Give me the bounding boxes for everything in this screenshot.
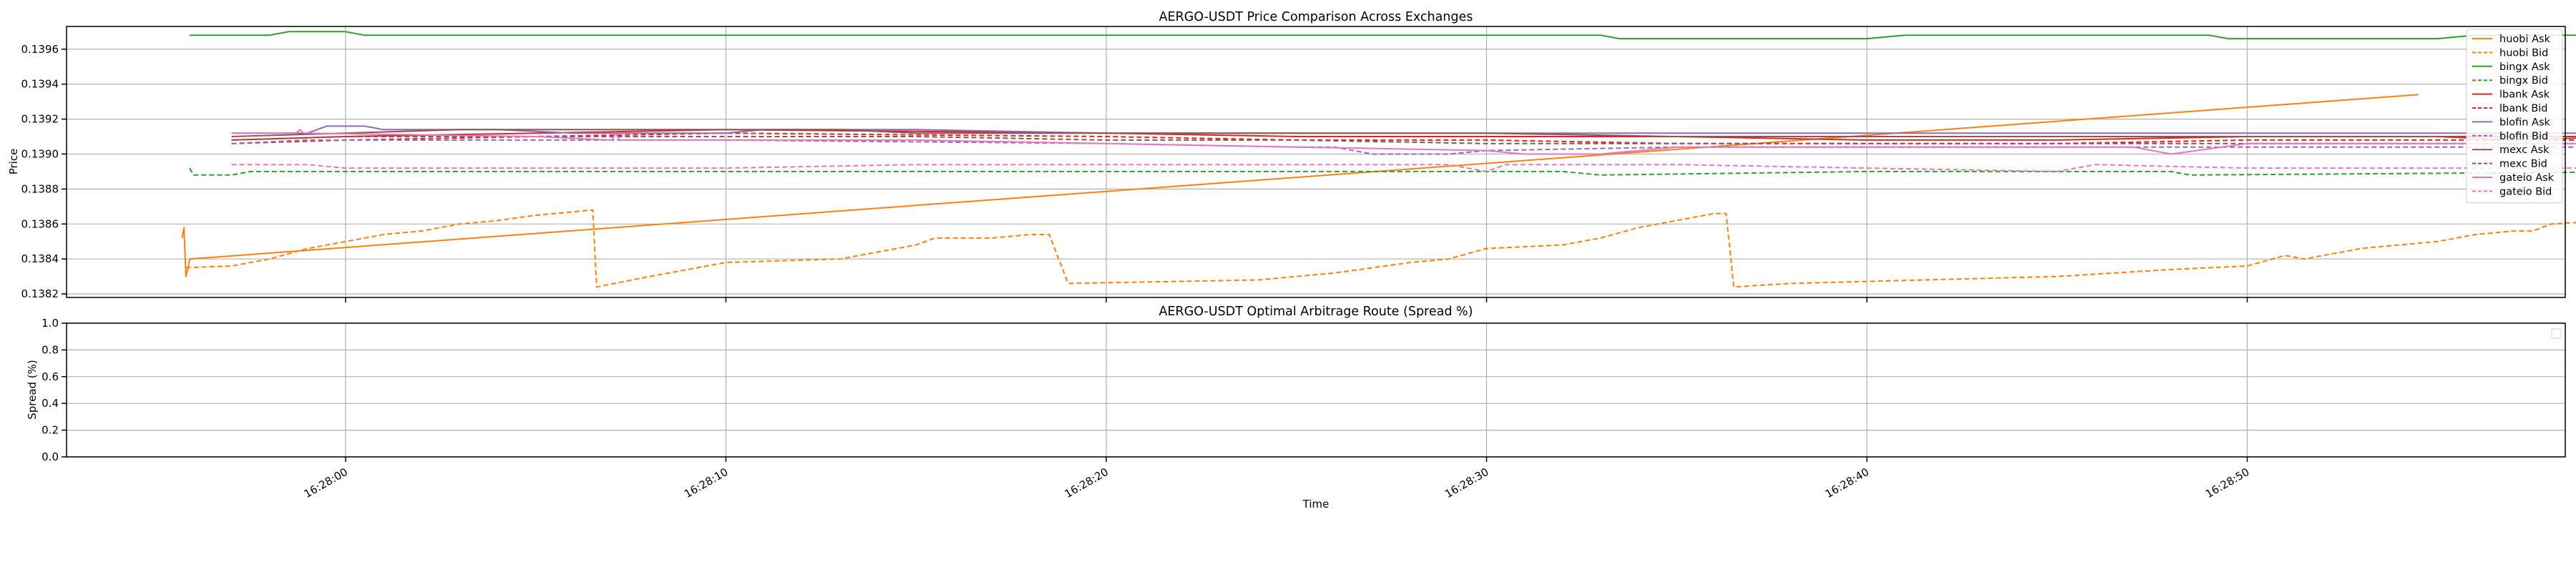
bottom-x-tick-label: 16:28:30 xyxy=(1443,465,1491,500)
top-y-tick-label: 0.1396 xyxy=(21,43,59,56)
legend-label: blofin Bid xyxy=(2499,131,2548,142)
legend-label: huobi Bid xyxy=(2499,47,2548,59)
legend-label: mexc Ask xyxy=(2499,144,2550,156)
top-y-tick-label: 0.1382 xyxy=(21,287,59,300)
legend-label: mexc Bid xyxy=(2499,159,2547,170)
legend-label: lbank Bid xyxy=(2499,103,2548,114)
series-line-huobi-ask xyxy=(181,94,2419,277)
series-line-blofin-ask xyxy=(231,125,2576,134)
legend-label: gateio Ask xyxy=(2499,172,2555,184)
top-y-tick-label: 0.1386 xyxy=(21,217,59,230)
top-grid xyxy=(67,26,2565,297)
bottom-x-tick-label: 16:28:50 xyxy=(2203,465,2251,500)
top-series-group xyxy=(181,31,2576,288)
top-y-tick-label: 0.1394 xyxy=(21,78,59,91)
bottom-x-tick-label: 16:28:20 xyxy=(1063,465,1111,500)
top-y-axis-label: Price xyxy=(7,149,20,175)
legend-label: lbank Ask xyxy=(2499,89,2550,101)
legend-label: huobi Ask xyxy=(2499,34,2551,45)
bottom-x-tick-label: 16:28:10 xyxy=(682,465,730,500)
legend-label: bingx Bid xyxy=(2499,75,2548,87)
top-y-tick-label: 0.1388 xyxy=(21,182,59,195)
bottom-legend-box xyxy=(2551,328,2562,339)
bottom-y-tick-label: 0.0 xyxy=(42,450,59,463)
top-ticks: 0.1382 0.1384 0.1386 0.1388 0.1390 0.1392 0.13… xyxy=(21,43,2248,302)
top-chart-title: AERGO-USDT Price Comparison Across Excha… xyxy=(1159,10,1473,24)
bottom-y-axis-label: Spread (%) xyxy=(26,360,39,420)
bottom-x-tick-label: 16:28:40 xyxy=(1823,465,1871,500)
top-y-tick-label: 0.1384 xyxy=(21,252,59,265)
legend-label: blofin Ask xyxy=(2499,117,2551,128)
top-y-tick-label: 0.1390 xyxy=(21,147,59,160)
bottom-chart-title: AERGO-USDT Optimal Arbitrage Route (Spre… xyxy=(1159,305,1473,319)
bottom-y-tick-label: 1.0 xyxy=(42,317,59,330)
bottom-y-tick-label: 0.4 xyxy=(42,397,59,410)
series-line-blofin-bid xyxy=(231,139,2576,155)
bottom-grid xyxy=(67,322,2565,458)
bottom-x-tick-label: 16:28:00 xyxy=(302,465,350,500)
bottom-x-axis-label: Time xyxy=(1302,498,1330,511)
series-line-mexc-ask xyxy=(231,129,2576,141)
series-line-huobi-bid xyxy=(185,209,2576,288)
bottom-y-tick-label: 0.2 xyxy=(42,424,59,437)
bottom-y-tick-label: 0.6 xyxy=(42,370,59,383)
legend-label: bingx Ask xyxy=(2499,61,2550,73)
series-line-bingx-ask xyxy=(190,31,2576,40)
legend-label: gateio Bid xyxy=(2499,186,2552,197)
bottom-y-tick-label: 0.8 xyxy=(42,343,59,356)
legend-box xyxy=(2466,29,2563,204)
top-plot-frame xyxy=(66,26,2566,298)
series-line-gateio-ask xyxy=(231,129,2576,155)
series-line-lbank-bid xyxy=(231,132,2576,144)
bottom-plot-frame xyxy=(66,322,2566,458)
series-line-bingx-bid xyxy=(189,167,2576,176)
series-line-gateio-bid xyxy=(231,164,2576,172)
bottom-ticks: 16:28:00 16:28:10 16:28:20 16:28:30 16:28:40… xyxy=(42,317,2251,500)
top-legend: huobi Ask huobi Bid bingx Ask bingx Bid lban… xyxy=(2466,29,2563,204)
top-y-tick-label: 0.1392 xyxy=(21,113,59,126)
